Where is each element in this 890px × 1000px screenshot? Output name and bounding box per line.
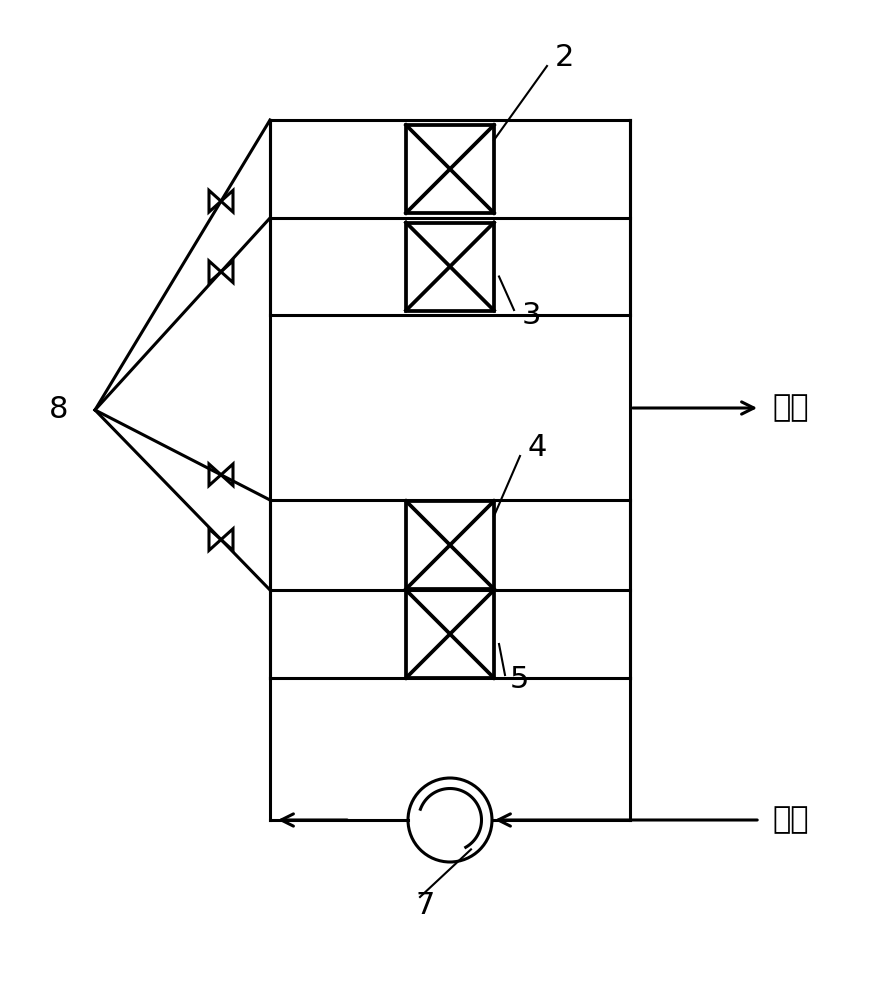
Text: 3: 3 [522,300,541,330]
Text: 2: 2 [555,43,574,73]
Text: 进水: 进水 [772,806,808,834]
Text: 7: 7 [415,890,434,920]
Bar [406,125,494,213]
Bar [406,590,494,678]
Bar [406,501,494,589]
Text: 5: 5 [510,666,530,694]
Text: 回水: 回水 [772,393,808,422]
Text: 8: 8 [48,395,68,424]
Bar [406,223,494,310]
Text: 4: 4 [528,434,547,462]
